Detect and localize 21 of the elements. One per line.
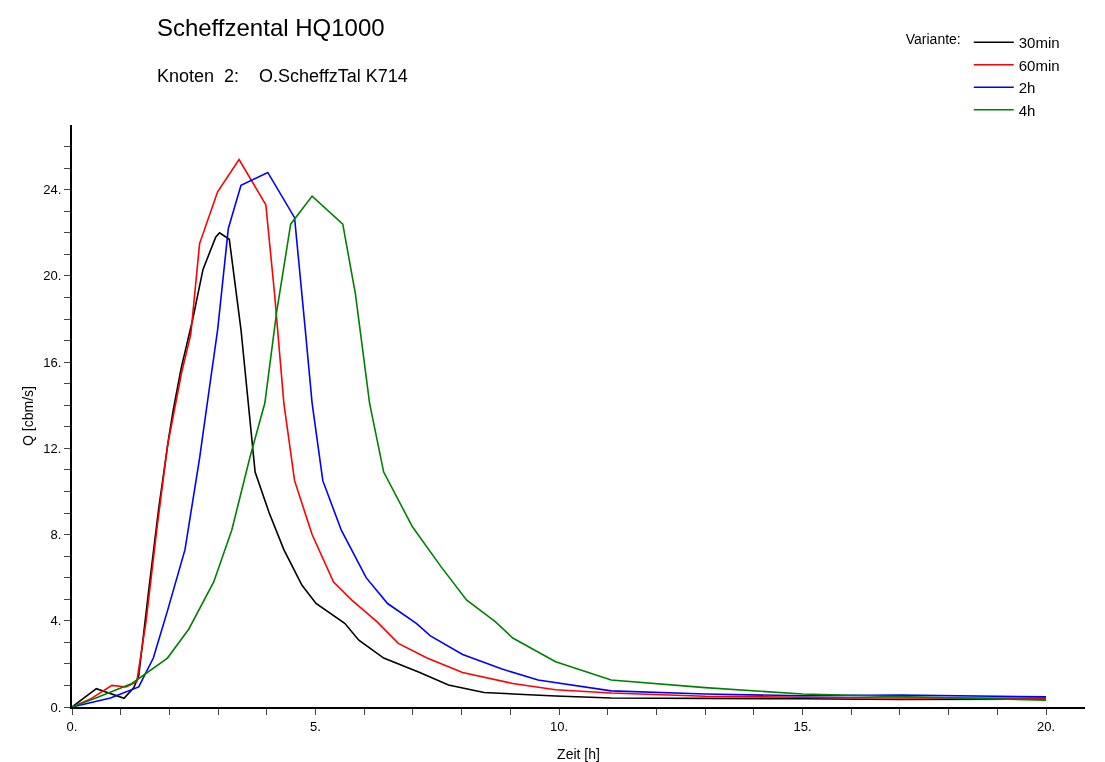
x-tick-label: 20. [1037, 718, 1056, 734]
legend-title: Variante: [905, 31, 961, 48]
chart-title: Scheffzental HQ1000 [156, 13, 385, 41]
legend-label: 30min [1018, 34, 1060, 52]
x-axis-title: Zeit [h] [557, 746, 600, 762]
legend-label: 2h [1018, 79, 1036, 97]
y-axis-title: Q [cbm/s] [20, 386, 36, 446]
y-tick-label: 12. [43, 440, 62, 456]
x-tick-label: 5. [310, 718, 321, 734]
x-tick-label: 0. [66, 718, 78, 734]
y-tick-label: 4. [50, 613, 62, 629]
y-tick-label: 0. [50, 699, 62, 715]
y-tick-label: 24. [43, 182, 62, 198]
x-tick-label: 15. [793, 718, 812, 734]
y-tick-label: 20. [43, 268, 62, 284]
x-tick-label: 10. [549, 718, 569, 734]
legend-label: 4h [1018, 101, 1036, 119]
chart-subtitle: Knoten 2: O.ScheffzTal K714 [156, 66, 408, 87]
y-tick-label: 8. [50, 527, 62, 543]
y-tick-label: 16. [43, 354, 62, 370]
legend-label: 60min [1018, 56, 1060, 74]
